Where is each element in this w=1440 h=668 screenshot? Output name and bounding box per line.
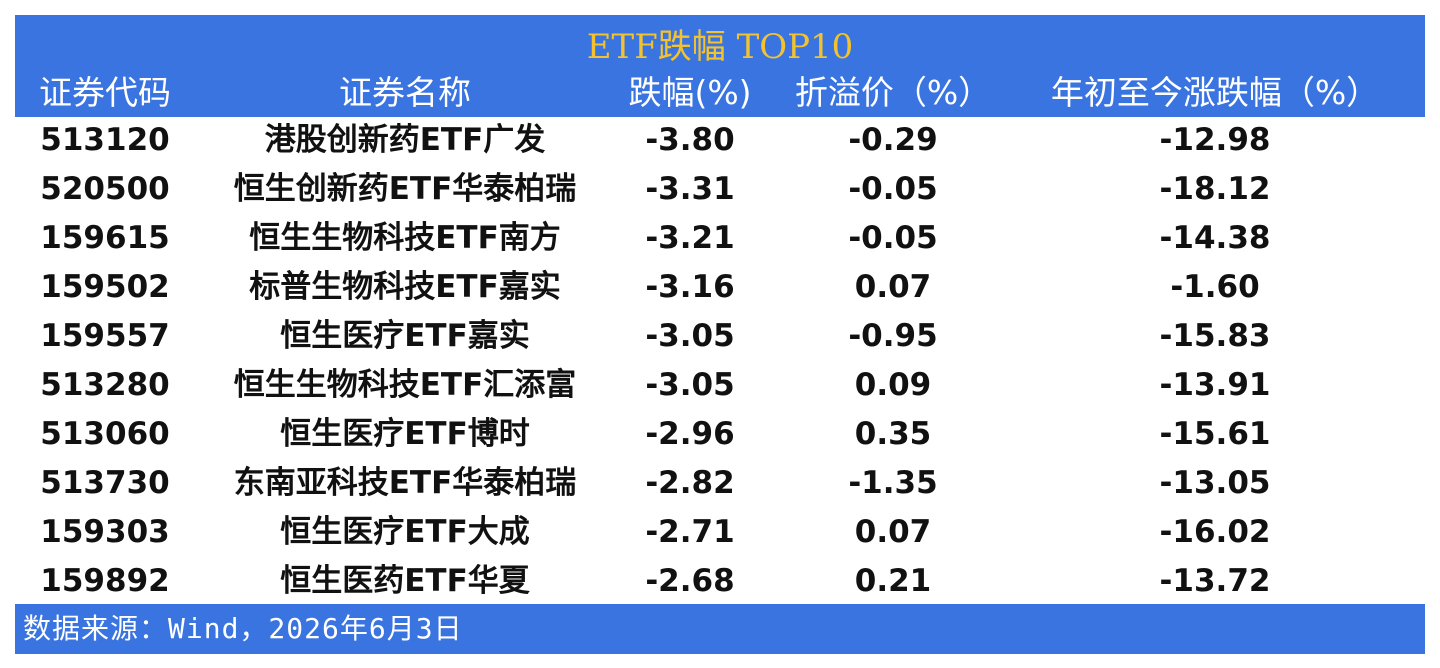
table-cell: 159615: [40, 220, 170, 256]
table-cell: 港股创新药ETF广发: [264, 122, 546, 158]
column-header: 年初至今涨跌幅（%）: [1050, 73, 1380, 112]
table-cell: 东南亚科技ETF华泰柏瑞: [233, 465, 577, 501]
table-cell: 159892: [40, 563, 170, 599]
table-cell: 标普生物科技ETF嘉实: [249, 269, 561, 305]
table-cell: -1.35: [848, 465, 938, 501]
table-cell: -3.21: [645, 220, 735, 256]
table-cell: 159303: [40, 514, 170, 550]
table-cell: -13.91: [1159, 367, 1271, 403]
table-cell: -0.29: [848, 122, 938, 158]
table-cell: 513120: [40, 122, 170, 158]
table-cell: -2.68: [645, 563, 735, 599]
column-header: 证券名称: [339, 73, 471, 112]
table-cell: -15.83: [1159, 318, 1271, 354]
table-cell: -3.16: [645, 269, 735, 305]
table-cell: 513730: [40, 465, 170, 501]
table-cell: -3.05: [645, 367, 735, 403]
table-cell: -3.31: [645, 171, 735, 207]
table-cell: -3.05: [645, 318, 735, 354]
table-cell: 0.21: [854, 563, 932, 599]
table-cell: -15.61: [1159, 416, 1271, 452]
table-cell: -2.96: [645, 416, 735, 452]
header-band: ETF跌幅 TOP10 证券代码 证券名称 跌幅(%) 折溢价（%） 年初至今涨跌幅（%…: [15, 15, 1425, 117]
table-cell: 513280: [40, 367, 170, 403]
table-cell: 恒生医药ETF华夏: [280, 563, 530, 599]
table-cell: 恒生医疗ETF嘉实: [280, 318, 530, 354]
title: ETF跌幅 TOP10: [586, 27, 854, 67]
table-cell: -0.05: [848, 171, 938, 207]
column-header: 证券代码: [39, 73, 171, 112]
table-cell: 0.35: [854, 416, 932, 452]
table-cell: -13.72: [1159, 563, 1271, 599]
column-header: 跌幅(%): [628, 73, 752, 112]
table-cell: -3.80: [645, 122, 735, 158]
table-cell: -2.71: [645, 514, 735, 550]
footer-band: 数据来源：Wind，2026年6月3日: [15, 604, 1425, 654]
source-note: 数据来源：Wind，2026年6月3日: [23, 612, 463, 645]
table-cell: -2.82: [645, 465, 735, 501]
table-cell: -13.05: [1159, 465, 1271, 501]
table-cell: 0.07: [854, 514, 932, 550]
table-cell: 恒生生物科技ETF汇添富: [233, 367, 577, 403]
table-cell: -0.95: [848, 318, 938, 354]
table-cell: 520500: [40, 171, 170, 207]
table-cell: 恒生生物科技ETF南方: [249, 220, 561, 256]
table-cell: -0.05: [848, 220, 938, 256]
table-cell: 恒生医疗ETF大成: [280, 514, 530, 550]
table-cell: 恒生医疗ETF博时: [280, 416, 530, 452]
table-cell: 159557: [40, 318, 170, 354]
table-cell: -18.12: [1159, 171, 1271, 207]
table-cell: 恒生创新药ETF华泰柏瑞: [233, 171, 577, 207]
table-cell: 513060: [40, 416, 170, 452]
table-cell: -12.98: [1159, 122, 1271, 158]
table-cell: -16.02: [1159, 514, 1271, 550]
table-cell: 0.09: [854, 367, 932, 403]
column-header: 折溢价（%）: [794, 73, 992, 112]
table-cell: -14.38: [1159, 220, 1271, 256]
table-cell: 0.07: [854, 269, 932, 305]
table-cell: 159502: [40, 269, 170, 305]
table-cell: -1.60: [1170, 269, 1260, 305]
